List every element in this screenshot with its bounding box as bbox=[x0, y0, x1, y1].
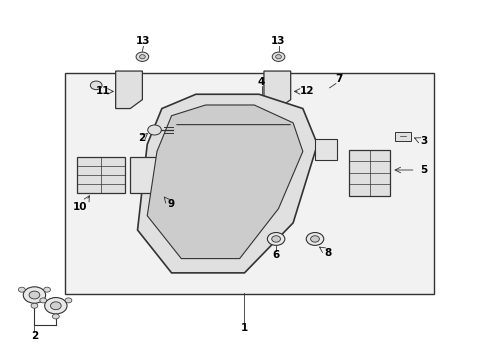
Text: 13: 13 bbox=[136, 36, 150, 46]
Polygon shape bbox=[116, 71, 142, 109]
Text: 2: 2 bbox=[31, 332, 38, 342]
Circle shape bbox=[305, 233, 323, 246]
Circle shape bbox=[65, 298, 72, 303]
Text: 12: 12 bbox=[299, 86, 313, 96]
Bar bbox=[77, 157, 125, 193]
Circle shape bbox=[272, 52, 285, 62]
Circle shape bbox=[31, 303, 38, 308]
Circle shape bbox=[310, 236, 319, 242]
Circle shape bbox=[23, 287, 45, 303]
Circle shape bbox=[43, 287, 50, 292]
Circle shape bbox=[136, 52, 148, 62]
Bar bbox=[130, 157, 162, 193]
Text: 11: 11 bbox=[96, 86, 110, 96]
Circle shape bbox=[275, 55, 281, 59]
Text: 3: 3 bbox=[420, 136, 427, 147]
Text: 1: 1 bbox=[241, 323, 247, 333]
Circle shape bbox=[267, 233, 285, 246]
Circle shape bbox=[40, 298, 46, 303]
Circle shape bbox=[44, 297, 67, 314]
Circle shape bbox=[271, 236, 280, 242]
Bar bbox=[394, 132, 410, 141]
Circle shape bbox=[19, 287, 25, 292]
Polygon shape bbox=[147, 105, 302, 258]
Text: 9: 9 bbox=[167, 199, 174, 209]
Text: 8: 8 bbox=[324, 248, 331, 258]
Text: 5: 5 bbox=[419, 165, 426, 175]
Text: 6: 6 bbox=[272, 250, 279, 260]
Circle shape bbox=[147, 125, 161, 135]
Bar bbox=[314, 139, 336, 160]
Text: 7: 7 bbox=[335, 74, 342, 84]
Text: 2: 2 bbox=[138, 133, 145, 143]
Text: 13: 13 bbox=[271, 36, 285, 46]
Circle shape bbox=[52, 314, 59, 319]
Circle shape bbox=[90, 81, 102, 90]
Polygon shape bbox=[137, 94, 317, 273]
Text: 4: 4 bbox=[257, 77, 264, 87]
Circle shape bbox=[50, 302, 61, 310]
Circle shape bbox=[139, 55, 145, 59]
Text: 10: 10 bbox=[73, 202, 87, 212]
Polygon shape bbox=[264, 71, 290, 109]
Bar bbox=[348, 150, 389, 196]
Bar bbox=[64, 73, 433, 294]
Circle shape bbox=[29, 291, 40, 299]
